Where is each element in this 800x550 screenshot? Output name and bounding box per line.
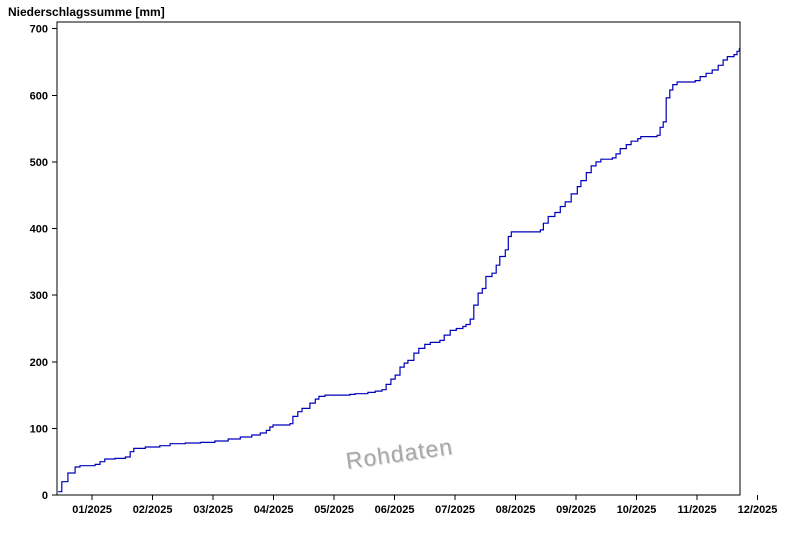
svg-text:200: 200 bbox=[30, 357, 48, 369]
svg-text:100: 100 bbox=[30, 423, 48, 435]
svg-text:700: 700 bbox=[30, 24, 48, 36]
svg-text:04/2025: 04/2025 bbox=[254, 504, 294, 516]
svg-text:11/2025: 11/2025 bbox=[677, 504, 716, 516]
svg-text:08/2025: 08/2025 bbox=[496, 504, 536, 516]
svg-text:09/2025: 09/2025 bbox=[556, 504, 596, 516]
svg-text:07/2025: 07/2025 bbox=[435, 504, 475, 516]
svg-text:02/2025: 02/2025 bbox=[133, 504, 173, 516]
chart-title: Niederschlagssumme [mm] bbox=[8, 5, 165, 19]
svg-text:600: 600 bbox=[30, 90, 48, 102]
svg-text:01/2025: 01/2025 bbox=[72, 504, 112, 516]
svg-text:05/2025: 05/2025 bbox=[314, 504, 354, 516]
svg-text:500: 500 bbox=[30, 157, 48, 169]
svg-text:03/2025: 03/2025 bbox=[193, 504, 233, 516]
svg-text:300: 300 bbox=[30, 290, 48, 302]
svg-text:12/2025: 12/2025 bbox=[738, 504, 778, 516]
svg-text:400: 400 bbox=[30, 224, 48, 236]
svg-text:0: 0 bbox=[42, 490, 48, 502]
svg-text:06/2025: 06/2025 bbox=[375, 504, 415, 516]
svg-text:10/2025: 10/2025 bbox=[617, 504, 657, 516]
